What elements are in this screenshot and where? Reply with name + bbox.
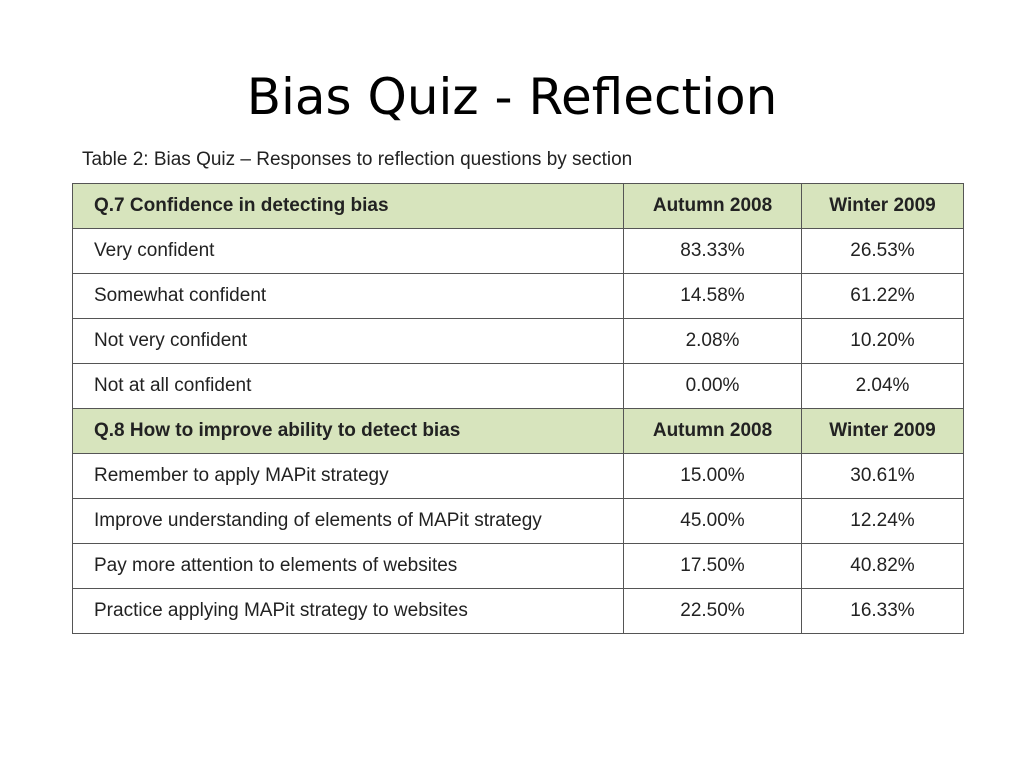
table-row: Not very confident 2.08% 10.20% bbox=[72, 318, 964, 364]
column-header-autumn: Autumn 2008 bbox=[623, 408, 802, 454]
row-label: Somewhat confident bbox=[72, 273, 624, 319]
row-label: Not at all confident bbox=[72, 363, 624, 409]
autumn-value: 83.33% bbox=[623, 228, 802, 274]
winter-value: 61.22% bbox=[801, 273, 964, 319]
question-header: Q.7 Confidence in detecting bias bbox=[72, 183, 624, 229]
winter-value: 2.04% bbox=[801, 363, 964, 409]
table-row: Somewhat confident 14.58% 61.22% bbox=[72, 273, 964, 319]
row-label: Very confident bbox=[72, 228, 624, 274]
table-row: Very confident 83.33% 26.53% bbox=[72, 228, 964, 274]
autumn-value: 14.58% bbox=[623, 273, 802, 319]
row-label: Remember to apply MAPit strategy bbox=[72, 453, 624, 499]
winter-value: 30.61% bbox=[801, 453, 964, 499]
table-caption: Table 2: Bias Quiz – Responses to reflec… bbox=[82, 149, 633, 170]
responses-table: Q.7 Confidence in detecting bias Autumn … bbox=[72, 183, 964, 634]
table-header-row-q7: Q.7 Confidence in detecting bias Autumn … bbox=[72, 183, 964, 229]
slide-title: Bias Quiz - Reflection bbox=[246, 68, 778, 126]
autumn-value: 2.08% bbox=[623, 318, 802, 364]
winter-value: 12.24% bbox=[801, 498, 964, 544]
row-label: Not very confident bbox=[72, 318, 624, 364]
autumn-value: 22.50% bbox=[623, 588, 802, 634]
table-row: Improve understanding of elements of MAP… bbox=[72, 498, 964, 544]
row-label: Practice applying MAPit strategy to webs… bbox=[72, 588, 624, 634]
column-header-winter: Winter 2009 bbox=[801, 408, 964, 454]
row-label: Pay more attention to elements of websit… bbox=[72, 543, 624, 589]
question-header: Q.8 How to improve ability to detect bia… bbox=[72, 408, 624, 454]
table-row: Not at all confident 0.00% 2.04% bbox=[72, 363, 964, 409]
autumn-value: 17.50% bbox=[623, 543, 802, 589]
table-header-row-q8: Q.8 How to improve ability to detect bia… bbox=[72, 408, 964, 454]
column-header-winter: Winter 2009 bbox=[801, 183, 964, 229]
winter-value: 26.53% bbox=[801, 228, 964, 274]
winter-value: 40.82% bbox=[801, 543, 964, 589]
table-row: Remember to apply MAPit strategy 15.00% … bbox=[72, 453, 964, 499]
winter-value: 10.20% bbox=[801, 318, 964, 364]
autumn-value: 0.00% bbox=[623, 363, 802, 409]
winter-value: 16.33% bbox=[801, 588, 964, 634]
table-row: Pay more attention to elements of websit… bbox=[72, 543, 964, 589]
autumn-value: 15.00% bbox=[623, 453, 802, 499]
column-header-autumn: Autumn 2008 bbox=[623, 183, 802, 229]
row-label: Improve understanding of elements of MAP… bbox=[72, 498, 624, 544]
autumn-value: 45.00% bbox=[623, 498, 802, 544]
table-row: Practice applying MAPit strategy to webs… bbox=[72, 588, 964, 634]
